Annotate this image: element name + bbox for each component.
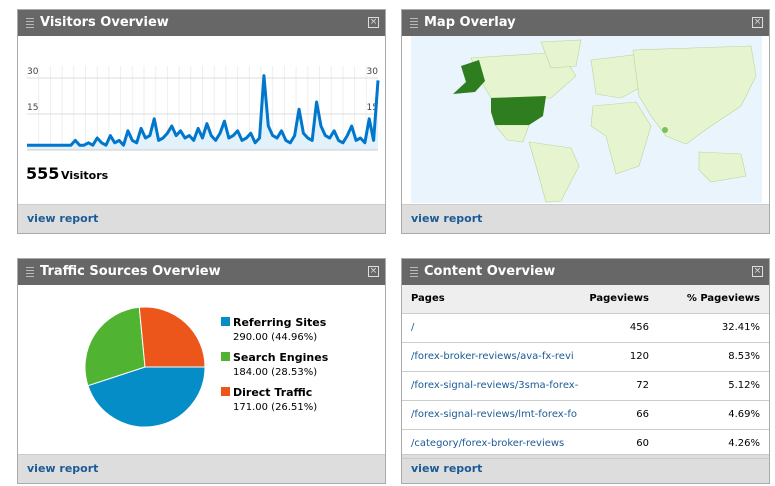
y-tick-label: 30 <box>367 67 379 77</box>
pie-slice <box>84 306 146 387</box>
panel-footer: view report <box>18 204 385 233</box>
cell: 32.41% <box>721 322 760 333</box>
page-link: / <box>411 322 415 333</box>
close-button[interactable]: × <box>752 17 763 28</box>
legend-label: Direct Traffic <box>233 386 312 399</box>
view-report-link[interactable]: view report <box>27 462 99 475</box>
page-link: /forex-signal-reviews/lmt-forex-fo <box>411 409 577 420</box>
cell: 5.12% <box>728 380 760 391</box>
panel-footer: view report <box>402 204 769 233</box>
y-tick-label: 15 <box>27 103 38 113</box>
table-row: /forex-signal-reviews/lmt-forex-fo 66 4.69… <box>402 401 769 430</box>
value-label: 290.00 (44.96%) <box>233 332 317 343</box>
total-value: 555 <box>26 164 59 183</box>
line <box>27 74 380 147</box>
panel-header: Traffic Sources Overview × <box>18 259 385 285</box>
cell: 72 <box>636 380 649 391</box>
pie-slice <box>87 366 206 428</box>
world-map <box>411 36 762 203</box>
view-report-link[interactable]: view report <box>411 462 483 475</box>
table-row: /category/forex-broker-reviews 60 4.26% <box>402 430 769 459</box>
close-button[interactable]: × <box>368 17 379 28</box>
legend-swatch <box>221 387 230 396</box>
pie-slice <box>138 306 206 368</box>
panel-footer: view report <box>18 454 385 483</box>
table-row: /forex-broker-reviews/ava-fx-revi 120 8.53… <box>402 343 769 372</box>
panel-title: Map Overlay <box>424 15 516 30</box>
cell: 4.26% <box>728 438 760 449</box>
close-button[interactable]: × <box>752 266 763 277</box>
cell: 8.53% <box>728 351 760 362</box>
content-table: Pages Pageviews % Pageviews / 456 32.41% /fore… <box>402 285 769 459</box>
cell: 4.69% <box>728 409 760 420</box>
cell: 120 <box>629 351 649 362</box>
visitors-chart: 15 15 30 30 555 Visitors <box>26 66 380 183</box>
column-header: Pageviews <box>589 293 649 304</box>
close-button[interactable]: × <box>368 266 379 277</box>
panel-title: Content Overview <box>424 264 556 279</box>
cell: 456 <box>629 322 649 333</box>
page-link: /forex-broker-reviews/ava-fx-revi <box>411 351 574 362</box>
page-link: /category/forex-broker-reviews <box>411 438 565 449</box>
column-header: Pages <box>411 293 445 304</box>
panel-header: Visitors Overview × <box>18 10 385 36</box>
page-link: /forex-signal-reviews/3sma-forex- <box>411 380 579 391</box>
table-header: Pages Pageviews % Pageviews <box>402 285 769 314</box>
traffic-pie: Referring Sites 290.00 (44.96%) Search Eng… <box>84 306 329 428</box>
cell: 66 <box>636 409 649 420</box>
panel-header: Map Overlay × <box>402 10 769 36</box>
panel-title: Traffic Sources Overview <box>40 264 221 279</box>
legend-label: Referring Sites <box>233 316 327 329</box>
y-tick-label: 15 <box>367 103 378 113</box>
column-header: % Pageviews <box>686 293 760 304</box>
table-row: /forex-signal-reviews/3sma-forex- 72 5.12% <box>402 372 769 401</box>
legend-swatch <box>221 317 230 326</box>
value-label: 171.00 (26.51%) <box>233 402 317 413</box>
cell: 60 <box>636 438 649 449</box>
value-label: 184.00 (28.53%) <box>233 367 317 378</box>
view-report-link[interactable]: view report <box>27 212 99 225</box>
y-tick-label: 30 <box>27 67 39 77</box>
legend-swatch <box>221 352 230 361</box>
panel: Visitors Overview × view report <box>17 9 386 234</box>
legend-label: Search Engines <box>233 351 329 364</box>
panel-title: Visitors Overview <box>40 15 169 30</box>
table-row: / 456 32.41% <box>402 314 769 343</box>
view-report-link[interactable]: view report <box>411 212 483 225</box>
panel-header: Content Overview × <box>402 259 769 285</box>
total-label: Visitors <box>61 169 109 182</box>
